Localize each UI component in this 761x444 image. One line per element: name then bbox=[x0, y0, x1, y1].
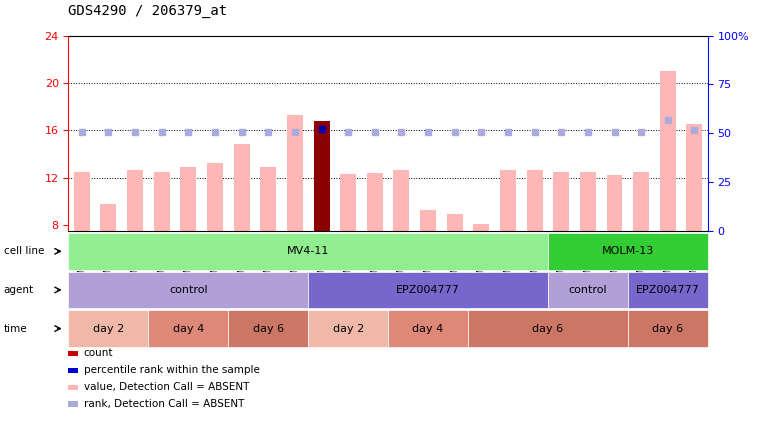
Text: MOLM-13: MOLM-13 bbox=[602, 246, 654, 256]
Text: day 6: day 6 bbox=[533, 324, 563, 333]
Text: day 4: day 4 bbox=[412, 324, 444, 333]
Text: day 6: day 6 bbox=[253, 324, 284, 333]
Bar bbox=[260, 167, 276, 231]
Bar bbox=[607, 175, 622, 231]
Bar bbox=[127, 170, 143, 231]
Bar bbox=[473, 224, 489, 231]
Bar bbox=[580, 172, 596, 231]
Bar bbox=[367, 173, 383, 231]
Bar bbox=[207, 163, 223, 231]
Text: GDS4290 / 206379_at: GDS4290 / 206379_at bbox=[68, 4, 228, 18]
Bar bbox=[314, 121, 330, 231]
Bar bbox=[234, 144, 250, 231]
Text: value, Detection Call = ABSENT: value, Detection Call = ABSENT bbox=[84, 382, 249, 392]
Bar bbox=[420, 210, 436, 231]
Text: control: control bbox=[169, 285, 208, 295]
Text: count: count bbox=[84, 349, 113, 358]
Bar bbox=[180, 167, 196, 231]
Text: EPZ004777: EPZ004777 bbox=[636, 285, 699, 295]
Bar bbox=[100, 204, 116, 231]
Text: cell line: cell line bbox=[4, 246, 44, 256]
Bar bbox=[447, 214, 463, 231]
Bar bbox=[553, 172, 569, 231]
Text: percentile rank within the sample: percentile rank within the sample bbox=[84, 365, 260, 375]
Bar bbox=[287, 115, 303, 231]
Text: day 6: day 6 bbox=[652, 324, 683, 333]
Text: day 2: day 2 bbox=[333, 324, 364, 333]
Bar bbox=[340, 174, 356, 231]
Text: time: time bbox=[4, 324, 27, 333]
Bar bbox=[527, 170, 543, 231]
Text: rank, Detection Call = ABSENT: rank, Detection Call = ABSENT bbox=[84, 399, 244, 409]
Bar bbox=[633, 172, 649, 231]
Bar bbox=[500, 170, 516, 231]
Text: control: control bbox=[568, 285, 607, 295]
Bar bbox=[154, 172, 170, 231]
Text: MV4-11: MV4-11 bbox=[287, 246, 330, 256]
Text: agent: agent bbox=[4, 285, 34, 295]
Bar bbox=[686, 124, 702, 231]
Text: day 2: day 2 bbox=[93, 324, 124, 333]
Text: EPZ004777: EPZ004777 bbox=[396, 285, 460, 295]
Bar bbox=[660, 71, 676, 231]
Bar bbox=[393, 170, 409, 231]
Text: day 4: day 4 bbox=[173, 324, 204, 333]
Bar bbox=[74, 172, 90, 231]
